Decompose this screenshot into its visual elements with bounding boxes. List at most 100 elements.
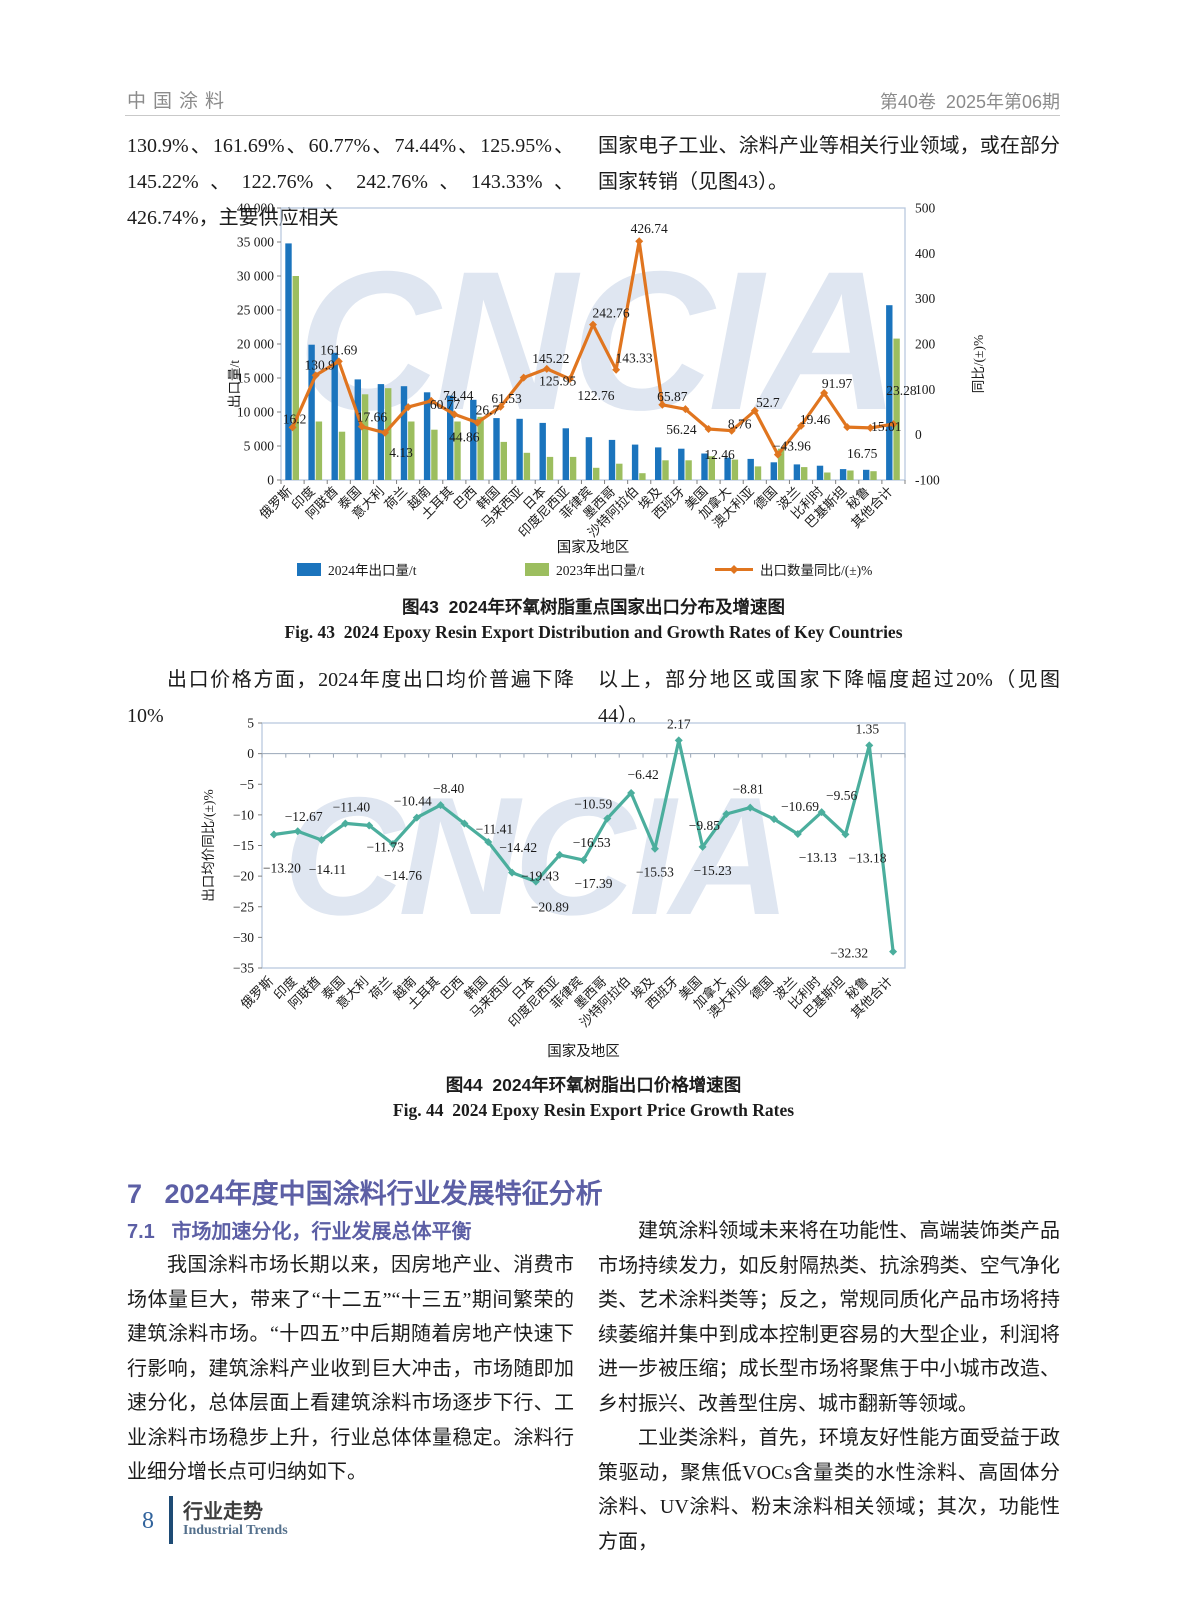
svg-text:20 000: 20 000 [237, 337, 274, 352]
svg-text:荷兰: 荷兰 [366, 974, 395, 1003]
mid-paragraph-left: 出口价格方面，2024年度出口均价普遍下降10% [127, 669, 574, 727]
svg-text:−19.43: −19.43 [521, 869, 559, 884]
svg-text:125.95: 125.95 [539, 374, 576, 389]
intro-paragraph-left: 130.9%、161.69%、60.77%、74.44%、125.95%、145… [127, 135, 574, 229]
svg-text:出口数量同比/(±)%: 出口数量同比/(±)% [760, 563, 872, 578]
fig44-svg: 5 0 −5 −10 −15 −20 −25 −30 −35 −13.20 −12.67 −14.11… [201, 716, 906, 1060]
section-heading: 7 2024年度中国涂料行业发展特征分析 [127, 1179, 603, 1209]
header-divider [125, 115, 1060, 116]
svg-text:122.76: 122.76 [577, 388, 614, 403]
svg-text:16.2: 16.2 [283, 411, 307, 426]
svg-text:−30: −30 [233, 930, 254, 945]
svg-text:35 000: 35 000 [237, 235, 274, 250]
fig43-caption-en: Fig. 43 2024 Epoxy Resin Export Distribu… [284, 622, 903, 642]
svg-text:-100: -100 [915, 473, 940, 488]
svg-text:−20: −20 [233, 869, 254, 884]
svg-text:−11.40: −11.40 [333, 799, 371, 814]
svg-text:0: 0 [247, 746, 254, 761]
svg-text:−10.69: −10.69 [781, 799, 819, 814]
svg-text:同比/(±)%: 同比/(±)% [971, 335, 986, 393]
svg-text:−17.39: −17.39 [575, 876, 613, 891]
cncia-watermark: CNCIA [283, 762, 791, 950]
section-body-right-p2: 工业类涂料，首先，环境友好性能方面受益于政策驱动，聚焦低VOCs含量类的水性涂料… [598, 1427, 1060, 1553]
svg-text:426.74: 426.74 [631, 221, 668, 236]
svg-text:500: 500 [915, 201, 936, 216]
svg-text:−16.53: −16.53 [573, 835, 611, 850]
svg-text:143.33: 143.33 [616, 351, 653, 366]
svg-text:出口均价同比/(±)%: 出口均价同比/(±)% [201, 789, 216, 901]
svg-text:−15.23: −15.23 [694, 863, 732, 878]
svg-text:0: 0 [267, 473, 274, 488]
footer-column-zh: 行业走势 [183, 1501, 263, 1523]
svg-text:52.7: 52.7 [756, 395, 780, 410]
svg-text:23.28: 23.28 [886, 383, 917, 398]
svg-text:−5: −5 [240, 777, 255, 792]
svg-text:−11.73: −11.73 [366, 840, 404, 855]
svg-text:44.86: 44.86 [449, 429, 480, 444]
svg-text:巴西: 巴西 [451, 484, 480, 513]
mid-paragraph-right: 以上，部分地区或国家下降幅度超过20%（见图44）。 [598, 669, 1060, 727]
svg-text:26.7: 26.7 [476, 403, 500, 418]
svg-text:德国: 德国 [747, 974, 776, 1003]
intro-paragraph-right: 国家电子工业、涂料产业等相关行业领域，或在部分国家转销（见图43）。 [598, 135, 1060, 193]
svg-text:2024年出口量/t: 2024年出口量/t [328, 563, 417, 578]
svg-text:德国: 德国 [751, 484, 780, 513]
footer-bar [169, 1496, 173, 1544]
svg-text:5: 5 [247, 716, 254, 731]
svg-text:−14.76: −14.76 [384, 868, 422, 883]
journal-title: 中国涂料 [127, 91, 232, 112]
svg-text:4.13: 4.13 [389, 445, 413, 460]
svg-text:−15: −15 [233, 838, 254, 853]
footer-column-en: Industrial Trends [183, 1523, 288, 1538]
svg-text:56.24: 56.24 [666, 422, 697, 437]
svg-text:−6.42: −6.42 [627, 767, 658, 782]
svg-text:2.17: 2.17 [667, 716, 691, 731]
svg-text:15.01: 15.01 [871, 419, 901, 434]
svg-text:−8.40: −8.40 [433, 781, 464, 796]
svg-text:−43.96: −43.96 [773, 439, 811, 454]
svg-text:5 000: 5 000 [244, 439, 275, 454]
svg-text:25 000: 25 000 [237, 303, 274, 318]
svg-text:61.53: 61.53 [491, 391, 522, 406]
section-body-right-p1: 建筑涂料领域未来将在功能性、高端装饰类产品市场持续发力，如反射隔热类、抗涂鸦类、… [598, 1220, 1060, 1415]
svg-text:−13.13: −13.13 [799, 850, 837, 865]
svg-text:−14.11: −14.11 [309, 862, 347, 877]
svg-text:91.97: 91.97 [822, 376, 853, 391]
svg-text:−10.59: −10.59 [574, 797, 612, 812]
svg-text:19.46: 19.46 [800, 412, 831, 427]
svg-text:1.35: 1.35 [855, 721, 879, 736]
figure-44-chart: CNCIA 5 0 −5 −10 −15 −20 −25 −30 −35 −13.20 −12.67… [195, 700, 1015, 1068]
svg-text:74.44: 74.44 [443, 388, 474, 403]
svg-text:400: 400 [915, 246, 936, 261]
svg-text:−9.85: −9.85 [689, 818, 720, 833]
svg-text:161.69: 161.69 [320, 342, 357, 357]
subsection-heading: 7.1 市场加速分化，行业发展总体平衡 [127, 1221, 472, 1243]
svg-text:15 000: 15 000 [237, 371, 274, 386]
figure-43-chart: CNCIA 40 000 35 000 30 000 25 000 20 000 15 0… [225, 200, 1015, 598]
svg-text:−32.32: −32.32 [830, 946, 868, 961]
svg-text:16.75: 16.75 [847, 446, 878, 461]
svg-text:60.77: 60.77 [430, 397, 461, 412]
svg-text:−13.20: −13.20 [263, 861, 301, 876]
svg-text:100: 100 [915, 382, 936, 397]
fig43-svg: 40 000 35 000 30 000 25 000 20 000 15 000 10 0… [227, 201, 986, 579]
svg-text:200: 200 [915, 337, 936, 352]
page-number: 8 [142, 1508, 154, 1534]
volume-issue: 第40卷 2025年第06期 [879, 92, 1060, 112]
svg-text:2023年出口量/t: 2023年出口量/t [556, 563, 645, 578]
fig43-caption-zh: 图43 2024年环氧树脂重点国家出口分布及增速图 [401, 597, 786, 617]
svg-text:国家及地区: 国家及地区 [557, 539, 630, 556]
svg-text:17.66: 17.66 [357, 410, 388, 425]
section-body-left: 我国涂料市场长期以来，因房地产业、消费市场体量巨大，带来了“十二五”“十三五”期… [127, 1254, 574, 1483]
fig44-caption-en: Fig. 44 2024 Epoxy Resin Export Price Gr… [392, 1100, 795, 1120]
svg-text:−35: −35 [233, 961, 254, 976]
svg-text:−8.81: −8.81 [733, 782, 764, 797]
svg-text:0: 0 [915, 427, 922, 442]
svg-text:−9.56: −9.56 [826, 788, 857, 803]
cncia-watermark: CNCIA [297, 230, 900, 451]
svg-text:65.87: 65.87 [657, 389, 688, 404]
svg-text:12.46: 12.46 [704, 447, 735, 462]
svg-text:8.76: 8.76 [728, 417, 752, 432]
svg-text:−14.42: −14.42 [499, 840, 537, 855]
svg-text:10 000: 10 000 [237, 405, 274, 420]
